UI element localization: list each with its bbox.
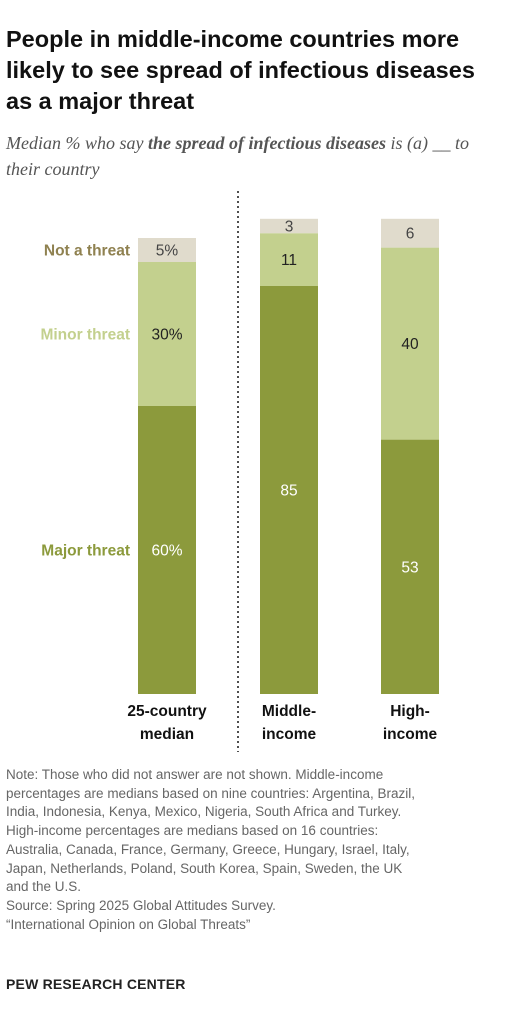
note-line: and the U.S. — [6, 879, 82, 895]
category-label-2-line-1: income — [383, 726, 438, 743]
legend-major-threat: Major threat — [41, 543, 130, 560]
data-label-not-a-threat-1: 3 — [285, 219, 294, 236]
note-line: Australia, Canada, France, Germany, Gree… — [6, 841, 410, 857]
report-title-line: “International Opinion on Global Threats… — [6, 916, 251, 932]
bar-not-a-threat-2 — [381, 218, 439, 248]
data-label-minor-threat-1: 11 — [281, 252, 297, 269]
chart-note: Note: Those who did not answer are not s… — [6, 766, 506, 934]
bar-minor-threat-2 — [381, 247, 439, 440]
source-line: Source: Spring 2025 Global Attitudes Sur… — [6, 897, 276, 913]
data-label-major-threat-2: 53 — [401, 559, 418, 576]
data-label-minor-threat-0: 30% — [151, 327, 182, 344]
subtitle-emphasis: the spread of infectious diseases — [147, 133, 386, 153]
category-label-1-line-0: Middle- — [262, 703, 316, 720]
bar-minor-threat-0 — [138, 262, 196, 406]
legend-not-a-threat: Not a threat — [44, 243, 130, 260]
bar-minor-threat-1 — [260, 233, 318, 286]
category-label-1-line-1: income — [262, 726, 317, 743]
note-line: Japan, Netherlands, Poland, South Korea,… — [6, 860, 403, 876]
bar-not-a-threat-1 — [260, 218, 318, 234]
data-label-not-a-threat-2: 6 — [406, 226, 415, 243]
brand-logo-text: PEW RESEARCH CENTER — [6, 976, 186, 992]
bar-not-a-threat-0 — [138, 238, 196, 262]
stacked-bar-chart: 60% Major threat 30% Minor threat 5% Not a th… — [40, 191, 439, 752]
note-line: India, Indonesia, Kenya, Mexico, Nigeria… — [6, 804, 402, 820]
bar-major-threat-2 — [381, 439, 439, 694]
category-label-0-line-1: median — [140, 726, 194, 743]
subtitle-pre: Median % who say — [6, 133, 148, 153]
data-label-major-threat-1: 85 — [280, 483, 297, 500]
note-line: percentages are medians based on nine co… — [6, 785, 416, 801]
category-label-0-line-0: 25-country — [127, 703, 207, 720]
legend-minor-threat: Minor threat — [40, 327, 130, 344]
subtitle-post: is (a) __ to their country — [6, 133, 469, 179]
category-label-2-line-0: High- — [390, 703, 430, 720]
bar-major-threat-0 — [138, 406, 196, 694]
data-label-minor-threat-2: 40 — [401, 336, 419, 353]
note-line: High-income percentages are medians base… — [6, 823, 379, 839]
chart-subtitle: Median % who say the spread of infectiou… — [6, 130, 486, 182]
chart-title: People in middle-income countries more l… — [6, 26, 475, 114]
data-label-major-threat-0: 60% — [151, 543, 182, 560]
data-label-not-a-threat-0: 5% — [156, 243, 179, 260]
note-line: Note: Those who did not answer are not s… — [6, 767, 384, 782]
bar-major-threat-1 — [260, 286, 318, 694]
